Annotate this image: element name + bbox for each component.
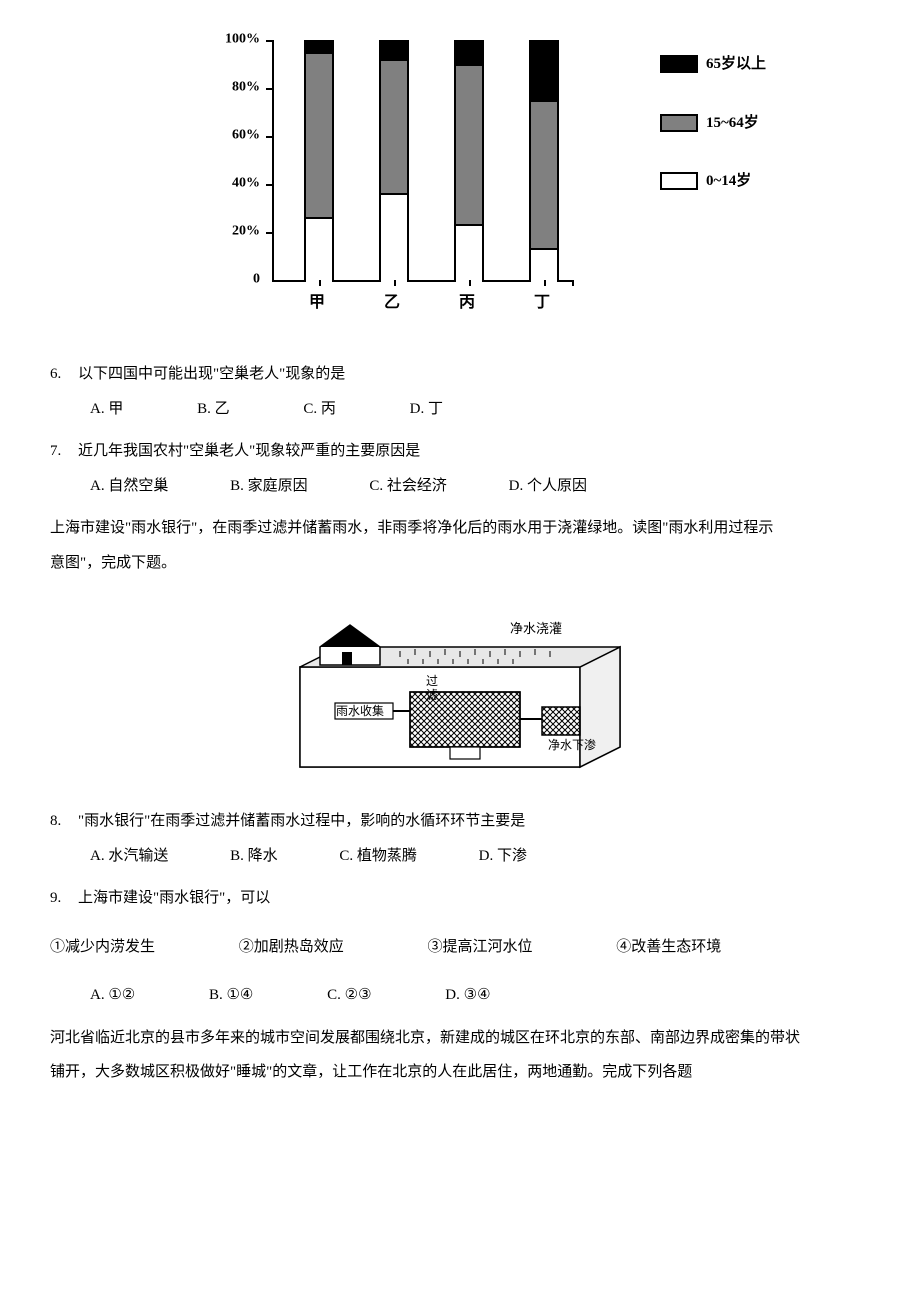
q6-opt-d[interactable]: D. 丁	[410, 395, 443, 424]
passage-hebei-line2: 铺开，大多数城区积极做好"睡城"的文章，让工作在北京的人在此居住，两地通勤。完成…	[50, 1058, 870, 1087]
y-axis: 100% 80% 60% 40% 20% 0	[210, 40, 270, 280]
legend-swatch-grey	[660, 114, 698, 132]
q8-number: 8.	[50, 807, 78, 836]
x-label-3: 丁	[522, 288, 562, 318]
q8-opt-c[interactable]: C. 植物蒸腾	[339, 842, 417, 871]
legend-swatch-black	[660, 55, 698, 73]
q9-opt-d[interactable]: D. ③④	[445, 981, 490, 1010]
q8-text: "雨水银行"在雨季过滤并储蓄雨水过程中，影响的水循环环节主要是	[78, 807, 870, 836]
q9-text: 上海市建设"雨水银行"，可以	[78, 884, 870, 913]
q6-opt-c[interactable]: C. 丙	[303, 395, 336, 424]
legend-label-working: 15~64岁	[706, 109, 759, 138]
legend-label-over65: 65岁以上	[706, 50, 766, 79]
x-label-2: 丙	[447, 288, 487, 318]
bar-丙	[454, 40, 484, 280]
question-6: 6. 以下四国中可能出现"空巢老人"现象的是	[50, 360, 870, 389]
fig2-label-infiltrate: 净水下渗	[548, 737, 596, 752]
question-7: 7. 近几年我国农村"空巢老人"现象较严重的主要原因是	[50, 437, 870, 466]
q8-options: A. 水汽输送 B. 降水 C. 植物蒸腾 D. 下渗	[90, 842, 870, 871]
q6-opt-b[interactable]: B. 乙	[197, 395, 230, 424]
q7-number: 7.	[50, 437, 78, 466]
fig2-label-irrigation: 净水浇灌	[510, 621, 562, 636]
question-8: 8. "雨水银行"在雨季过滤并储蓄雨水过程中，影响的水循环环节主要是	[50, 807, 870, 836]
q7-text: 近几年我国农村"空巢老人"现象较严重的主要原因是	[78, 437, 870, 466]
passage-rain-bank-line2: 意图"，完成下题。	[50, 549, 870, 578]
q6-number: 6.	[50, 360, 78, 389]
age-structure-chart: 100% 80% 60% 40% 20% 0 65岁以上 15~64岁	[210, 40, 710, 320]
x-label-0: 甲	[297, 288, 337, 318]
q9-options: A. ①② B. ①④ C. ②③ D. ③④	[90, 981, 870, 1010]
q9-number: 9.	[50, 884, 78, 913]
legend-item-working: 15~64岁	[660, 109, 780, 138]
legend-item-young: 0~14岁	[660, 167, 780, 196]
q9-choice-3: ③提高江河水位	[428, 933, 533, 962]
fig2-label-collect: 雨水收集	[336, 703, 384, 718]
q9-choice-2: ②加剧热岛效应	[239, 933, 344, 962]
q7-opt-b[interactable]: B. 家庭原因	[230, 472, 308, 501]
q9-opt-b[interactable]: B. ①④	[209, 981, 253, 1010]
rain-bank-figure: 净水浇灌 雨水收集 过 滤 净水下渗	[50, 607, 870, 777]
q7-options: A. 自然空巢 B. 家庭原因 C. 社会经济 D. 个人原因	[90, 472, 870, 501]
q8-opt-b[interactable]: B. 降水	[230, 842, 278, 871]
q8-opt-d[interactable]: D. 下渗	[479, 842, 527, 871]
bar-甲	[304, 40, 334, 280]
q7-opt-d[interactable]: D. 个人原因	[509, 472, 587, 501]
q9-opt-a[interactable]: A. ①②	[90, 981, 135, 1010]
q7-opt-c[interactable]: C. 社会经济	[369, 472, 447, 501]
q6-options: A. 甲 B. 乙 C. 丙 D. 丁	[90, 395, 870, 424]
y-label-60: 60%	[232, 123, 260, 150]
legend-label-young: 0~14岁	[706, 167, 751, 196]
plot-region	[272, 40, 574, 282]
q8-opt-a[interactable]: A. 水汽输送	[90, 842, 168, 871]
bar-丁	[529, 40, 559, 280]
chart-legend: 65岁以上 15~64岁 0~14岁	[660, 50, 780, 226]
y-label-40: 40%	[232, 171, 260, 198]
rain-bank-svg: 净水浇灌 雨水收集 过 滤 净水下渗	[280, 607, 640, 777]
q6-text: 以下四国中可能出现"空巢老人"现象的是	[78, 360, 870, 389]
chart-plot-area: 100% 80% 60% 40% 20% 0 65岁以上 15~64岁	[210, 40, 710, 320]
q7-opt-a[interactable]: A. 自然空巢	[90, 472, 168, 501]
y-label-100: 100%	[225, 27, 260, 54]
passage-hebei-line1: 河北省临近北京的县市多年来的城市空间发展都围绕北京，新建成的城区在环北京的东部、…	[50, 1024, 870, 1053]
q9-choice-4: ④改善生态环境	[616, 933, 721, 962]
legend-swatch-white	[660, 172, 698, 190]
question-9: 9. 上海市建设"雨水银行"，可以	[50, 884, 870, 913]
q6-opt-a[interactable]: A. 甲	[90, 395, 123, 424]
fig2-label-filter1: 过	[426, 674, 438, 688]
q9-opt-c[interactable]: C. ②③	[327, 981, 371, 1010]
y-label-20: 20%	[232, 219, 260, 246]
legend-item-over65: 65岁以上	[660, 50, 780, 79]
y-label-80: 80%	[232, 75, 260, 102]
bar-乙	[379, 40, 409, 280]
q9-choices: ①减少内涝发生 ②加剧热岛效应 ③提高江河水位 ④改善生态环境	[50, 933, 870, 962]
q9-choice-1: ①减少内涝发生	[50, 933, 155, 962]
fig2-label-filter2: 滤	[426, 688, 438, 702]
x-label-1: 乙	[372, 288, 412, 318]
y-label-0: 0	[253, 267, 260, 294]
passage-rain-bank-line1: 上海市建设"雨水银行"，在雨季过滤并储蓄雨水，非雨季将净化后的雨水用于浇灌绿地。…	[50, 514, 870, 543]
